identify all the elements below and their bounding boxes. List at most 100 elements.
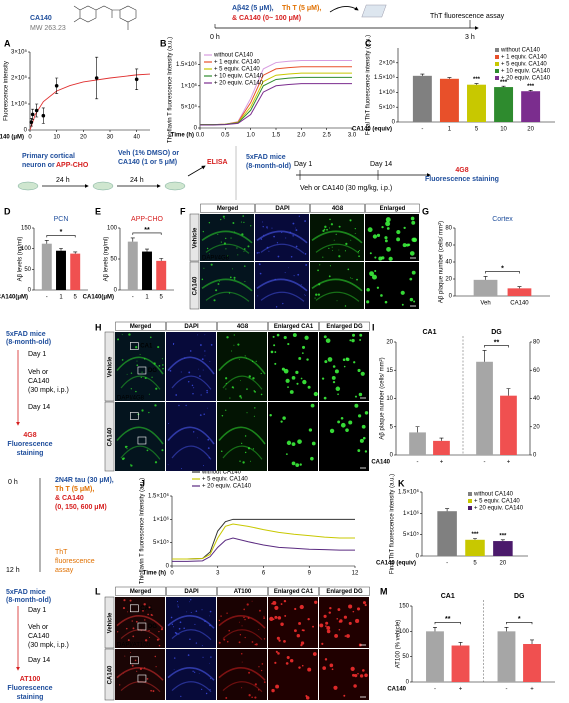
signal-dot	[305, 694, 308, 698]
y-tick-label: 0	[449, 294, 453, 300]
signal-dot	[301, 352, 304, 355]
significance-bracket	[46, 235, 76, 238]
x-tick-label: 20	[80, 135, 87, 141]
signal-dot	[175, 632, 178, 635]
region-box	[137, 366, 147, 375]
signal-dot	[285, 237, 287, 239]
signal-dot	[134, 659, 137, 662]
signal-dot	[209, 624, 211, 627]
signal-dot	[293, 629, 297, 633]
bar	[476, 361, 493, 455]
signal-dot	[152, 690, 155, 693]
signal-dot	[274, 661, 277, 664]
legend-label: + 10 equiv. CA140	[501, 69, 551, 75]
y-tick-label: 40	[533, 396, 540, 402]
scheme-text: (8-month-old)	[6, 339, 51, 346]
signal-dot	[172, 342, 175, 345]
significance-label: *	[501, 265, 504, 272]
signal-dot	[192, 392, 194, 395]
signal-dot	[352, 333, 356, 337]
signal-dot	[318, 283, 321, 286]
micrograph	[268, 649, 318, 700]
signal-dot	[262, 225, 264, 228]
signal-dot	[200, 688, 203, 691]
signal-dot	[304, 253, 307, 255]
signal-dot	[338, 249, 340, 251]
signal-dot	[203, 267, 205, 269]
signal-dot	[388, 256, 393, 261]
signal-dot	[357, 449, 361, 452]
scheme-text: (30 mpk, i.p.)	[28, 387, 69, 394]
signal-dot	[358, 392, 363, 397]
signal-dot	[202, 656, 204, 658]
signal-dot	[228, 292, 231, 294]
x-tick-label: 2.0	[297, 133, 306, 139]
scheme-text: Th T (5 μM),	[55, 486, 94, 493]
error-bar	[528, 90, 533, 92]
signal-dot	[247, 245, 250, 248]
signal-dot	[280, 420, 283, 423]
column-header: Enlarged DG	[326, 589, 363, 595]
signal-dot	[136, 360, 138, 362]
signal-dot	[335, 233, 337, 235]
y-tick-label: 5×10⁵	[153, 539, 170, 546]
signal-dot	[238, 641, 241, 644]
signal-dot	[317, 293, 321, 296]
signal-dot	[188, 371, 191, 374]
scheme-text: neuron or	[22, 162, 55, 169]
scheme-text: Fluorescence staining	[425, 176, 499, 183]
row-label: Vehicle	[193, 227, 199, 248]
signal-dot	[356, 278, 358, 281]
signal-dot	[173, 657, 176, 659]
y-axis-label: Final ThT fluorescence intensity (a.u.)	[390, 474, 396, 574]
signal-dot	[386, 246, 391, 252]
tissue-layer	[260, 291, 305, 302]
signal-dot	[371, 274, 377, 280]
signal-dot	[273, 344, 276, 347]
signal-dot	[242, 215, 245, 217]
signal-dot	[286, 656, 290, 660]
x-tick-label: -	[446, 561, 448, 567]
signal-dot	[322, 229, 325, 233]
signal-dot	[291, 442, 296, 447]
x-axis-label: CA140	[371, 460, 390, 466]
signal-dot	[225, 248, 227, 250]
scheme-text: CA140	[28, 378, 50, 385]
signal-dot	[332, 249, 334, 251]
plate-icon	[361, 4, 387, 18]
signal-dot	[232, 222, 235, 224]
signal-dot	[238, 358, 240, 360]
signal-dot	[323, 335, 327, 339]
legend-label: + 5 equiv. CA140	[501, 62, 547, 68]
legend-label: + 1 equiv. CA140	[214, 60, 260, 66]
data-line	[172, 523, 355, 560]
bar	[473, 279, 498, 296]
signal-dot	[190, 611, 192, 614]
signal-dot	[116, 631, 119, 633]
signal-dot	[381, 225, 384, 229]
tissue-layer	[222, 629, 263, 641]
signal-dot	[143, 357, 146, 360]
scheme-text: 5xFAD mice	[246, 154, 286, 161]
signal-dot	[305, 696, 310, 700]
bar	[56, 250, 66, 290]
signal-dot	[231, 350, 233, 352]
signal-dot	[197, 437, 199, 439]
significance-label: **	[445, 616, 451, 623]
signal-dot	[143, 603, 146, 606]
signal-dot	[189, 350, 192, 352]
signal-dot	[357, 368, 361, 373]
x-tick-label: 10	[500, 127, 507, 133]
micrograph	[319, 402, 369, 471]
signal-dot	[209, 677, 211, 679]
signal-dot	[275, 684, 280, 689]
signal-dot	[244, 451, 247, 454]
scheme-text: & CA140	[55, 495, 84, 502]
significance-label: *	[518, 616, 521, 623]
signal-dot	[130, 372, 133, 374]
scheme-text: Veh or CA140 (30 mg/kg, i.p.)	[300, 185, 392, 192]
signal-dot	[250, 460, 252, 462]
signal-dot	[252, 448, 255, 450]
x-axis-label: Time (h)	[171, 133, 194, 139]
signal-dot	[245, 357, 247, 359]
